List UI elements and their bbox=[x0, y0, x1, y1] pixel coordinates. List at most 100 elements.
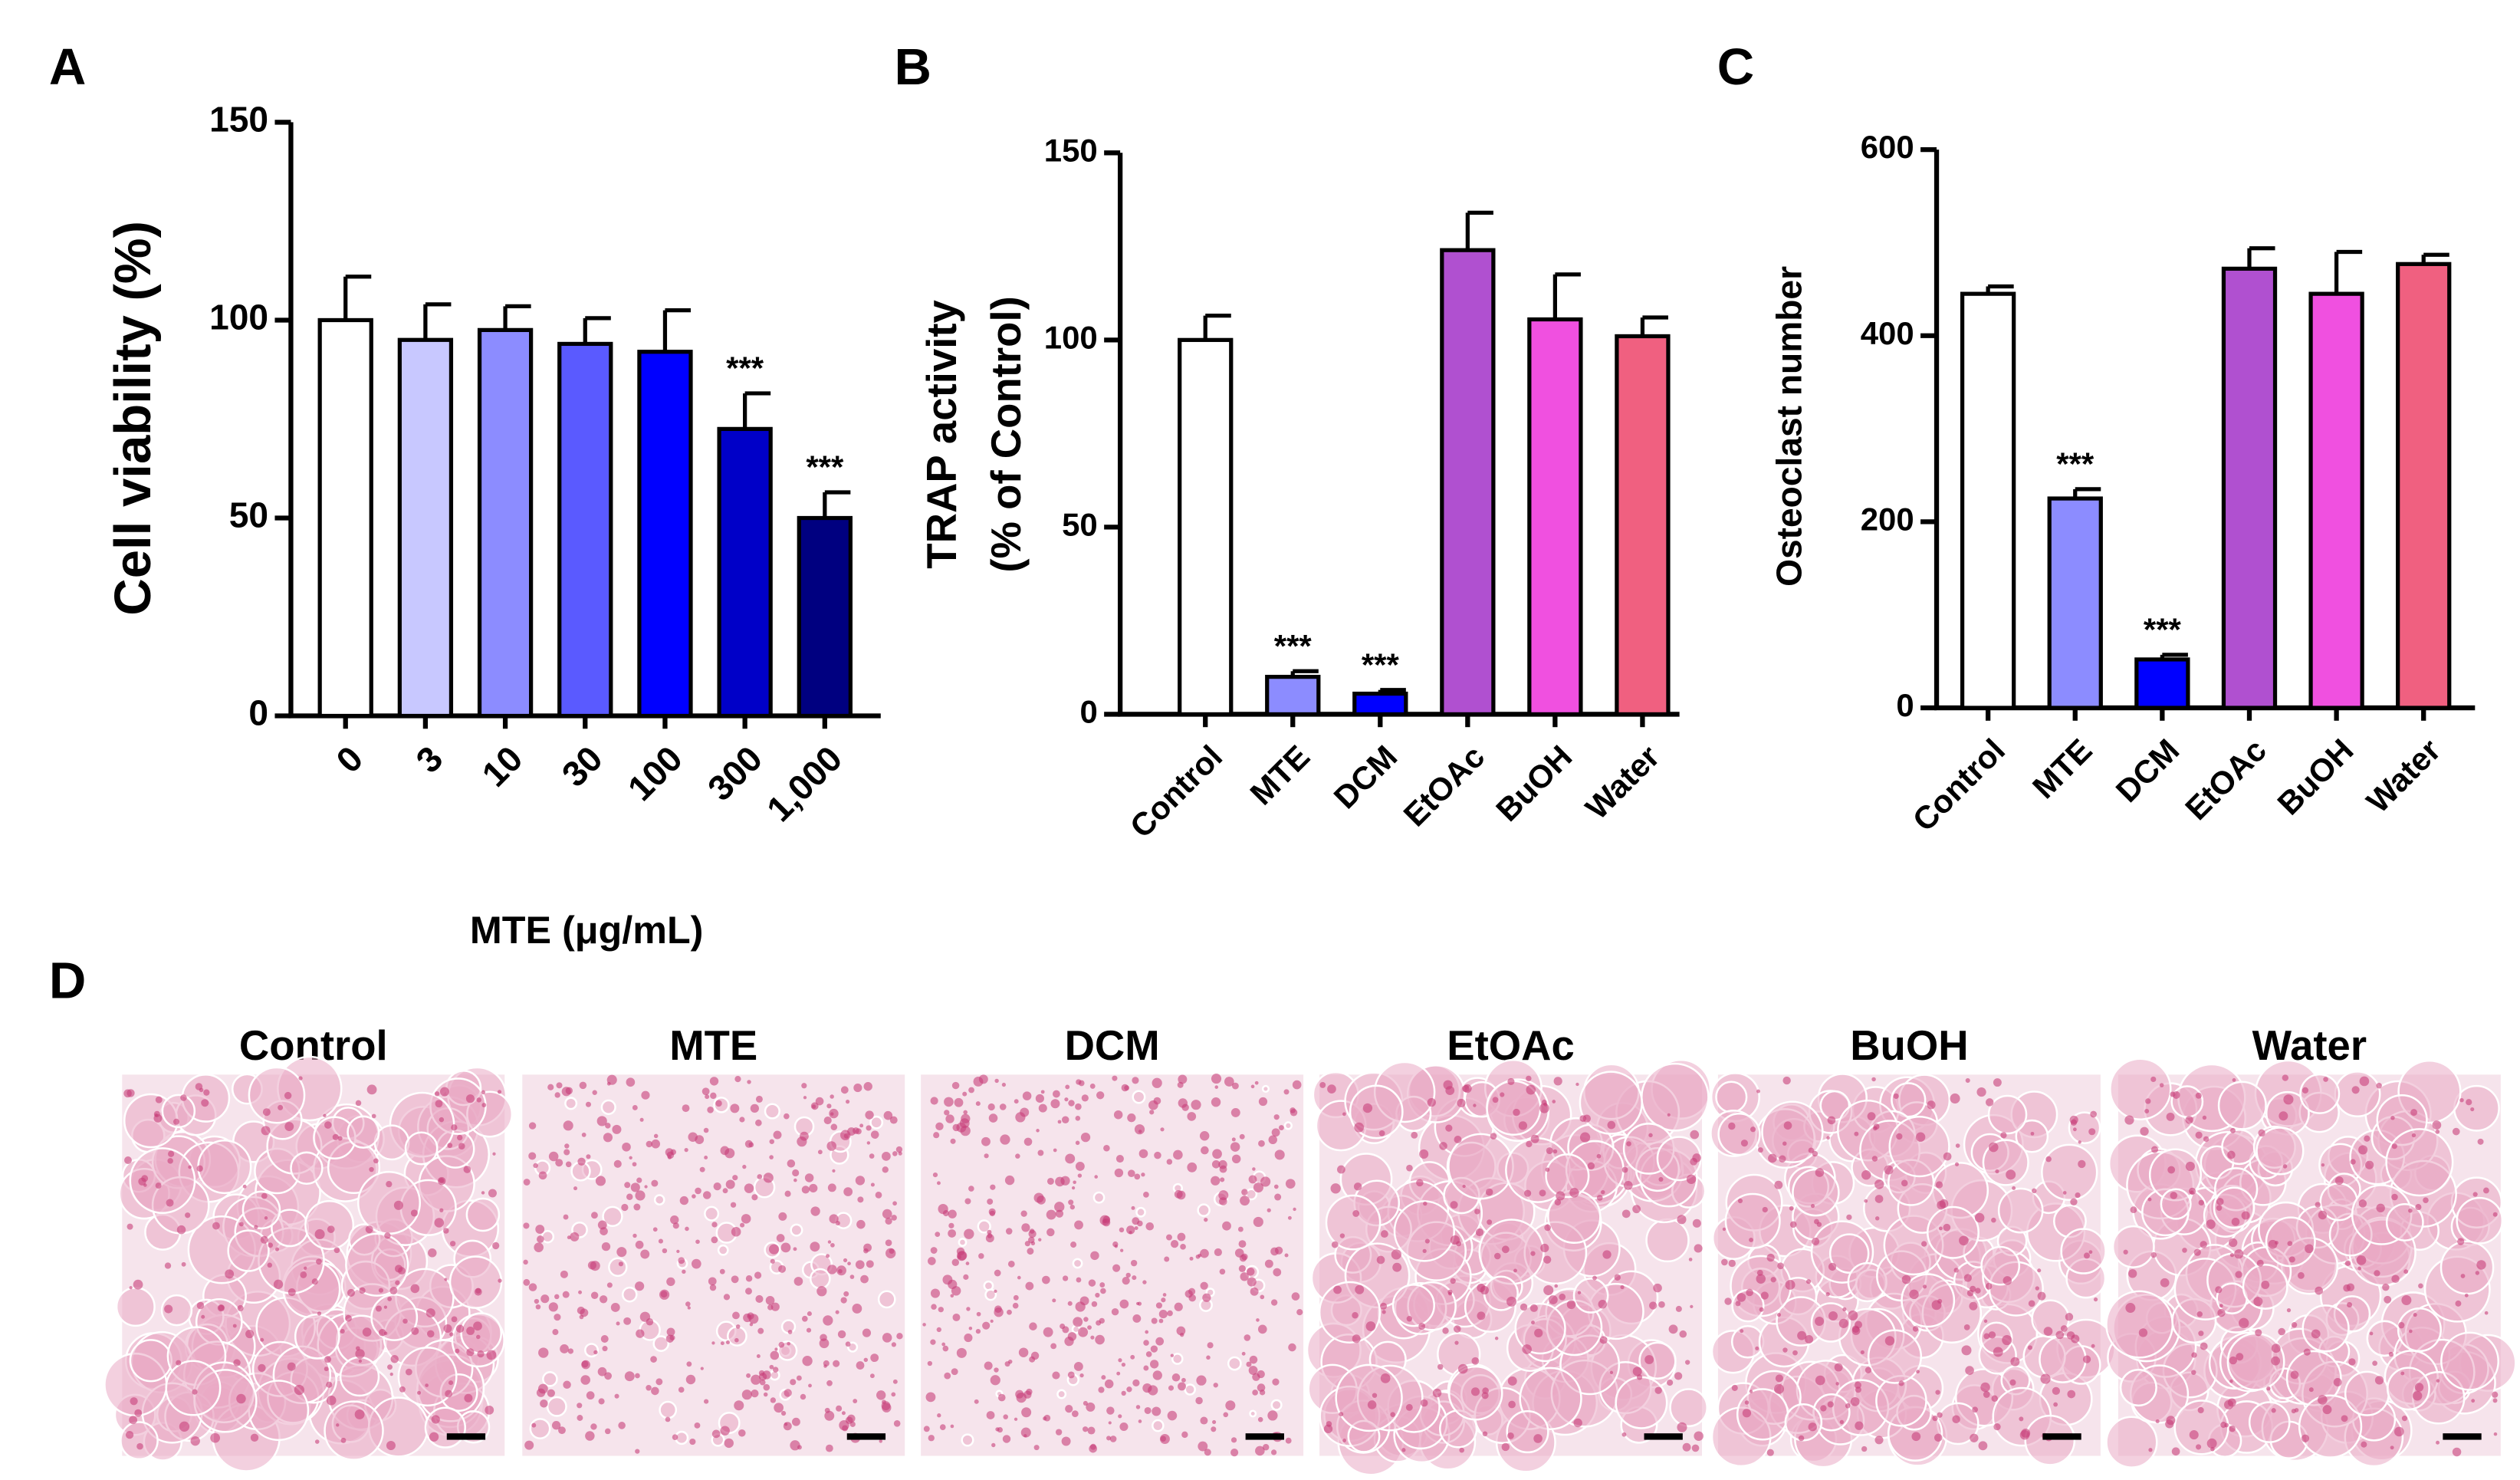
cell bbox=[1632, 1367, 1642, 1376]
cell bbox=[1579, 1071, 1643, 1135]
cell bbox=[2318, 1210, 2328, 1220]
cell bbox=[1539, 1189, 1546, 1197]
cell bbox=[2170, 1192, 2178, 1199]
cell bbox=[455, 1324, 465, 1333]
x-tick-label: MTE bbox=[2026, 732, 2099, 805]
cell bbox=[769, 1139, 774, 1144]
cell bbox=[261, 1192, 268, 1199]
cell bbox=[1808, 1147, 1814, 1153]
cell bbox=[870, 1130, 879, 1139]
cell bbox=[188, 1165, 192, 1169]
cell bbox=[1342, 1112, 1346, 1117]
cell bbox=[2088, 1128, 2096, 1136]
cell bbox=[399, 1386, 406, 1393]
cell bbox=[449, 1241, 456, 1247]
cell bbox=[621, 1286, 638, 1303]
cell bbox=[1991, 1395, 1998, 1402]
cell bbox=[580, 1375, 590, 1385]
cell bbox=[444, 1278, 448, 1281]
cell bbox=[554, 1314, 561, 1321]
cell bbox=[787, 1341, 790, 1346]
x-tick-label: DCM bbox=[2109, 732, 2187, 809]
cell bbox=[636, 1329, 645, 1338]
cell bbox=[2111, 1225, 2155, 1268]
cell bbox=[1023, 1434, 1027, 1438]
cell bbox=[465, 1197, 501, 1232]
cell bbox=[724, 1148, 735, 1159]
cell bbox=[1256, 1318, 1260, 1322]
cell bbox=[196, 1301, 205, 1310]
cell bbox=[1173, 1149, 1183, 1160]
cell bbox=[770, 1258, 775, 1264]
cell bbox=[564, 1143, 570, 1149]
cell bbox=[2150, 1076, 2157, 1083]
cell bbox=[1470, 1387, 1480, 1396]
cell bbox=[1457, 1098, 1466, 1107]
cell bbox=[1731, 1384, 1738, 1391]
cell bbox=[1087, 1325, 1092, 1330]
cell bbox=[2256, 1259, 2264, 1267]
cell bbox=[2219, 1304, 2223, 1308]
cell bbox=[975, 1328, 981, 1334]
cell bbox=[435, 1100, 443, 1108]
cell bbox=[1530, 1251, 1536, 1256]
cell bbox=[1171, 1373, 1181, 1382]
cell bbox=[1677, 1422, 1687, 1432]
cell bbox=[1062, 1326, 1069, 1334]
cell bbox=[233, 1359, 241, 1367]
cell bbox=[1248, 1366, 1258, 1375]
cell bbox=[1770, 1277, 1776, 1283]
cell bbox=[1983, 1319, 1988, 1324]
cell bbox=[1692, 1153, 1701, 1163]
cell bbox=[2364, 1135, 2371, 1142]
cell bbox=[599, 1295, 608, 1304]
cell bbox=[2348, 1358, 2356, 1366]
cell bbox=[1865, 1367, 1872, 1373]
cell bbox=[843, 1291, 849, 1297]
cell bbox=[425, 1383, 429, 1387]
cell bbox=[241, 1190, 281, 1230]
cell bbox=[863, 1357, 869, 1363]
image-label: MTE bbox=[669, 1022, 757, 1069]
cell bbox=[354, 1409, 365, 1419]
cell bbox=[587, 1261, 596, 1270]
micrograph bbox=[103, 1055, 514, 1472]
cell bbox=[1038, 1238, 1042, 1242]
cell bbox=[1783, 1121, 1792, 1130]
cell bbox=[896, 1333, 903, 1340]
cell bbox=[1860, 1350, 1865, 1355]
cell bbox=[1548, 1295, 1558, 1304]
cell bbox=[1682, 1442, 1691, 1452]
cell bbox=[1927, 1205, 1980, 1259]
y-axis-label: (% of Control) bbox=[983, 296, 1030, 572]
cell bbox=[2028, 1300, 2035, 1307]
cell bbox=[977, 1219, 991, 1234]
y-tick-label: 150 bbox=[209, 100, 268, 140]
cell bbox=[1975, 1288, 1981, 1294]
cell bbox=[445, 1390, 453, 1398]
cell bbox=[524, 1440, 534, 1450]
cell bbox=[535, 1304, 541, 1310]
cell bbox=[994, 1307, 1004, 1317]
cell bbox=[1171, 1353, 1184, 1365]
cell bbox=[1062, 1275, 1069, 1281]
cell bbox=[773, 1130, 782, 1140]
cell bbox=[1230, 1449, 1239, 1457]
cell bbox=[2382, 1283, 2390, 1291]
significance: *** bbox=[1274, 628, 1313, 664]
cell bbox=[1155, 1337, 1165, 1346]
cell bbox=[2374, 1270, 2380, 1277]
cell bbox=[2258, 1129, 2265, 1137]
cell bbox=[2492, 1212, 2498, 1217]
cell bbox=[705, 1094, 710, 1100]
cell bbox=[1071, 1186, 1076, 1190]
cell bbox=[830, 1094, 834, 1099]
cell bbox=[1212, 1149, 1222, 1159]
cell bbox=[2150, 1251, 2157, 1258]
cell bbox=[1065, 1405, 1073, 1413]
cell bbox=[201, 1099, 209, 1107]
cell bbox=[1993, 1078, 2002, 1087]
cell bbox=[1884, 1336, 1895, 1346]
cell bbox=[447, 1143, 453, 1148]
cell bbox=[923, 1426, 930, 1432]
